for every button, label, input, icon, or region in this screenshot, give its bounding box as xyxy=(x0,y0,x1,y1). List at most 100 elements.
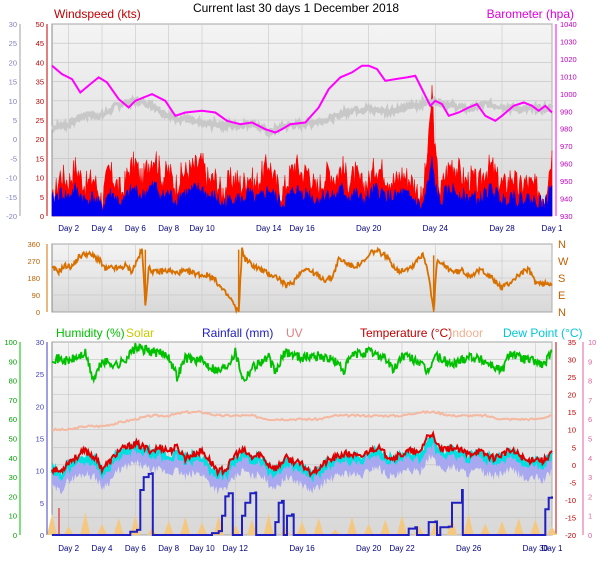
solar-spike xyxy=(47,513,57,535)
uv-axis-tick-label: 10 xyxy=(588,338,596,347)
wind-direction-series-line xyxy=(51,246,553,315)
temperature-axis-tick-label: 0 xyxy=(572,461,576,470)
direction-axis-tick-label: 90 xyxy=(32,291,40,300)
solar-spike xyxy=(197,522,207,535)
barometer-axis-tick-label: 1030 xyxy=(560,37,577,46)
temp-x-tick-label: Day 12 xyxy=(223,544,249,553)
temperature-axis-tick-label: 10 xyxy=(568,426,576,435)
uv-axis-tick-label: 9 xyxy=(588,357,592,366)
barometer-axis-tick-label: 960 xyxy=(560,160,573,169)
outer-axis-tick-label: 0 xyxy=(13,135,17,144)
windspeed-axis-tick-label: 10 xyxy=(36,174,44,183)
humidity-axis-tick-label: 20 xyxy=(9,492,17,501)
temperature-axis-tick-label: 20 xyxy=(568,391,576,400)
barometer-axis-tick-label: 950 xyxy=(560,177,573,186)
solar-spike xyxy=(497,520,507,535)
outer-axis-tick-label: -5 xyxy=(10,154,17,163)
windspeed-axis-tick-label: 20 xyxy=(36,135,44,144)
indoor-series-line xyxy=(51,410,553,432)
humidity-axis-tick-label: 10 xyxy=(9,512,17,521)
legend-temperature: Temperature (°C) xyxy=(360,326,452,340)
solar-spike xyxy=(397,515,407,535)
uv-axis-tick-label: 6 xyxy=(588,415,592,424)
temp-x-tick-label: Day 4 xyxy=(92,544,113,553)
rainfall-axis-tick-label: 10 xyxy=(36,467,44,476)
temperature-series-line xyxy=(51,429,553,478)
solar-spike xyxy=(480,523,491,535)
direction-axis-tick-label: 180 xyxy=(27,274,40,283)
humidity-axis-tick-label: 50 xyxy=(9,435,17,444)
uv-axis-tick-label: 2 xyxy=(588,492,592,501)
windspeed-axis-tick-label: 50 xyxy=(36,20,44,29)
uv-axis-tick-label: 4 xyxy=(588,454,592,463)
wind-x-tick-label: Day 10 xyxy=(189,224,215,233)
windspeed-axis-tick-label: 40 xyxy=(36,58,44,67)
barometer-axis-tick-label: 990 xyxy=(560,107,573,116)
barometer-axis-tick-label: 1010 xyxy=(560,72,577,81)
rainfall-series-line xyxy=(52,472,553,536)
legend-uv: UV xyxy=(286,326,303,340)
solar-spike xyxy=(363,523,374,535)
humidity-series-line xyxy=(52,342,553,385)
wind-panel: 50454035302520151050302520151050-5-10-15… xyxy=(6,20,577,233)
solar-spike xyxy=(330,529,341,535)
legend-humidity: Humidity (%) xyxy=(56,326,125,340)
temperature-axis-tick-label: -20 xyxy=(565,531,576,540)
solar-spike xyxy=(530,519,541,535)
temperature-axis-tick-label: -10 xyxy=(565,496,576,505)
windspeed-axis-tick-label: 15 xyxy=(36,154,44,163)
temperature-axis-tick-label: 30 xyxy=(568,356,576,365)
windspeed-axis-tick-label: 30 xyxy=(36,97,44,106)
temperature-axis-tick-label: -5 xyxy=(569,478,576,487)
windspeed-axis-tick-label: 0 xyxy=(40,212,44,221)
wind-x-tick-label: Day 6 xyxy=(125,224,146,233)
uv-axis-tick-label: 0 xyxy=(588,531,592,540)
outer-axis-tick-label: 15 xyxy=(9,78,17,87)
solar-spike xyxy=(313,518,324,535)
solar-spike xyxy=(97,523,107,535)
wind-x-tick-label: Day 4 xyxy=(92,224,113,233)
solar-spike xyxy=(63,526,74,535)
wind-x-tick-label: Day 8 xyxy=(158,224,179,233)
temperature-legend: Humidity (%) Solar Rainfall (mm) UV Temp… xyxy=(56,326,582,340)
legend-dew-point: Dew Point (°C) xyxy=(503,326,582,340)
wind-x-tick-label: Day 2 xyxy=(58,224,79,233)
compass-label: N xyxy=(558,239,566,251)
temp-x-tick-label: Day 8 xyxy=(158,544,179,553)
direction-axis-tick-label: 360 xyxy=(27,240,40,249)
wind-x-tick-label: Day 20 xyxy=(356,224,382,233)
barometer-axis-tick-label: 940 xyxy=(560,195,573,204)
wind-x-tick-label: Day 1 xyxy=(542,224,563,233)
rainfall-axis-tick-label: 30 xyxy=(36,338,44,347)
temperature-panel: 1009080706050403020100302520151050353025… xyxy=(4,338,596,553)
direction-axis-tick-label: 0 xyxy=(36,308,40,317)
outer-axis-tick-label: 10 xyxy=(9,97,17,106)
uv-bar xyxy=(58,507,60,535)
rainfall-axis-tick-label: 0 xyxy=(40,531,44,540)
uv-axis-tick-label: 1 xyxy=(588,512,592,521)
windspeed-axis-tick-label: 45 xyxy=(36,39,44,48)
outer-axis-tick-label: -10 xyxy=(6,174,17,183)
solar-spike xyxy=(347,516,357,535)
solar-spike xyxy=(297,520,307,535)
outer-axis-tick-label: 25 xyxy=(9,39,17,48)
compass-label: W xyxy=(558,256,569,268)
solar-spike xyxy=(163,520,174,535)
compass-label: E xyxy=(558,290,565,302)
compass-label: N xyxy=(558,307,566,319)
rainfall-axis-tick-label: 20 xyxy=(36,402,44,411)
rainfall-axis-tick-label: 5 xyxy=(40,499,44,508)
temp-x-tick-label: Day 26 xyxy=(456,544,482,553)
humidity-axis-tick-label: 0 xyxy=(13,531,17,540)
barometer-axis-tick-label: 1020 xyxy=(560,55,577,64)
outer-axis-tick-label: 5 xyxy=(13,116,17,125)
temperature-axis-tick-label: 5 xyxy=(572,443,576,452)
barometer-legend: Barometer (hpa) xyxy=(487,7,574,21)
wind-x-tick-label: Day 14 xyxy=(256,224,282,233)
outer-axis-tick-label: -15 xyxy=(6,193,17,202)
wind-x-tick-label: Day 16 xyxy=(289,224,315,233)
legend-indoor: Indoor xyxy=(449,326,483,340)
temp-x-tick-label: Day 6 xyxy=(125,544,146,553)
uv-axis-tick-label: 7 xyxy=(588,396,592,405)
